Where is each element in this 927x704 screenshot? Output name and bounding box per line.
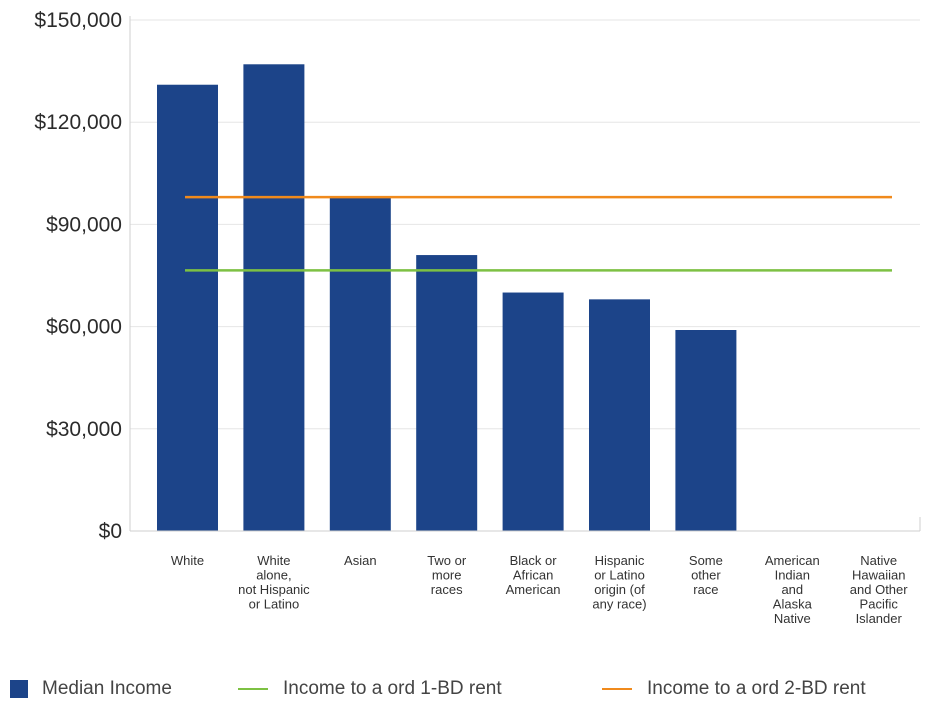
y-tick-label: $120,000 (34, 111, 122, 134)
legend-swatch-line-orange (602, 688, 632, 690)
legend-swatch-bar (10, 680, 28, 698)
y-tick-label: $60,000 (46, 316, 122, 339)
x-tick-label: Some other race (689, 553, 723, 597)
y-tick-label: $90,000 (46, 213, 122, 236)
bar (502, 292, 564, 531)
x-tick-label: Native Hawaiian and Other Pacific Islander (850, 553, 908, 626)
chart: $0$30,000$60,000$90,000$120,000$150,000 … (34, 9, 921, 626)
x-tick-label: Hispanic or Latino origin (of any race) (592, 553, 646, 612)
legend-label: Income to a ord 2-BD rent (647, 678, 866, 699)
bar (243, 64, 305, 531)
bar (589, 299, 650, 531)
bar (329, 197, 391, 531)
x-tick-label: Two or more races (427, 553, 467, 597)
legend-item-1bd-rent: Income to a ord 1-BD rent (238, 678, 502, 700)
y-tick-labels: $0 $30,000 $60,000 $90,000 $120,000 $150,000 (34, 9, 122, 543)
legend-label: Median Income (42, 678, 172, 699)
x-tick-label: American Indian and Alaska Native (765, 553, 820, 626)
bar (675, 330, 737, 531)
legend-item-median-income: Median Income (10, 678, 172, 700)
y-tick-label: $150,000 (34, 9, 122, 32)
legend-label: Income to a ord 1-BD rent (283, 678, 502, 699)
legend: Median Income Income to a ord 1-BD rent … (0, 678, 927, 704)
legend-item-2bd-rent: Income to a ord 2-BD rent (602, 678, 866, 700)
bar (157, 84, 218, 531)
legend-swatch-line-green (238, 688, 268, 690)
x-tick-labels: White White alone, not Hispanic or Latino Asi… (171, 553, 908, 626)
y-tick-label: $0 (99, 520, 122, 543)
bars (157, 64, 737, 531)
x-tick-label: Black or African American (506, 553, 561, 597)
axes (129, 16, 921, 532)
bar (416, 255, 478, 531)
y-tick-label: $30,000 (46, 418, 122, 441)
x-tick-label: Asian (344, 553, 377, 568)
x-tick-label: White (171, 553, 204, 568)
x-tick-label: White alone, not Hispanic or Latino (238, 553, 310, 612)
reference-lines (185, 195, 892, 272)
